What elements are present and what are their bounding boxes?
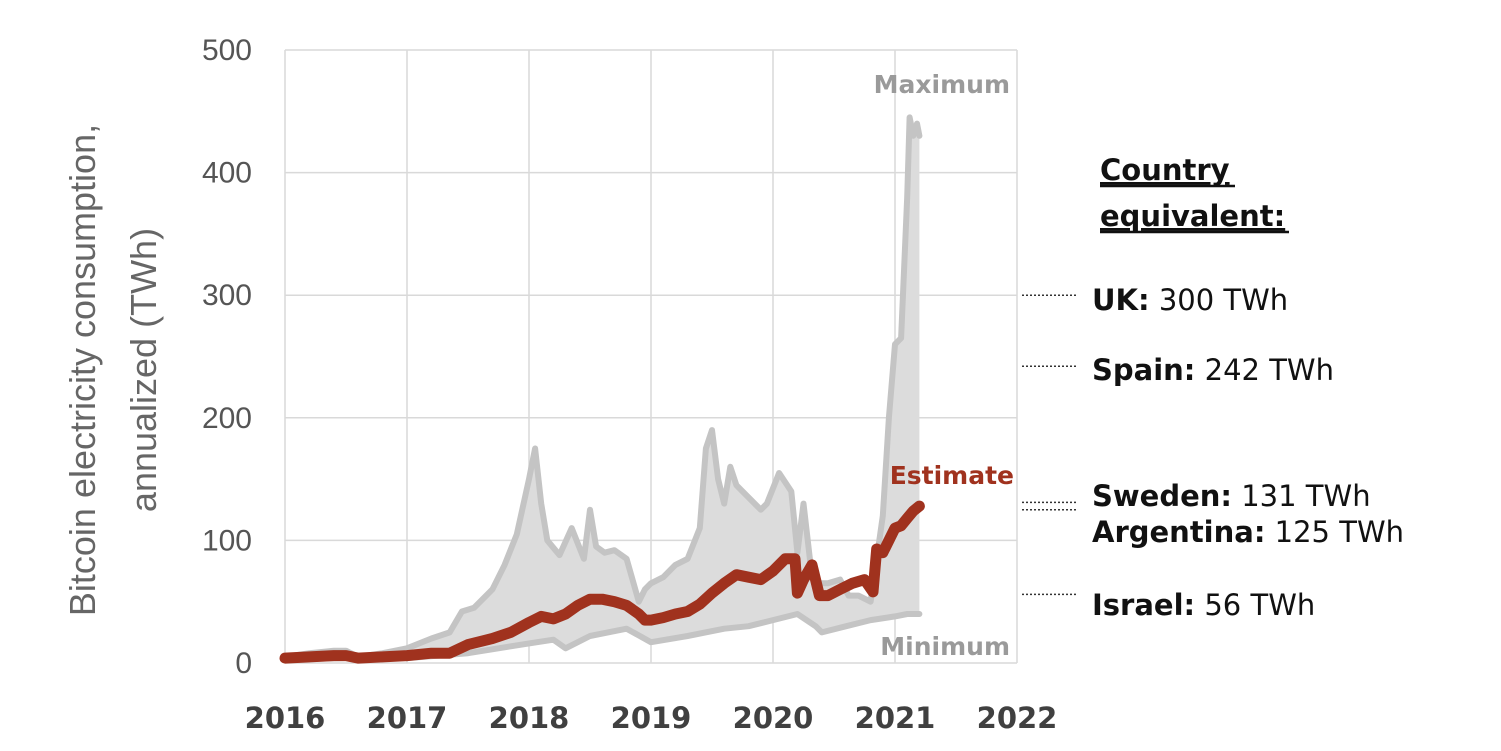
y-tick-label-300: 300 — [202, 279, 252, 312]
annotation-minimum: Minimum — [880, 632, 1010, 661]
min-max-band-fill — [285, 117, 920, 660]
series-annotations: Maximum Minimum Estimate — [874, 70, 1014, 661]
y-tick-label-400: 400 — [202, 157, 252, 190]
min-max-band — [285, 117, 920, 660]
x-tick-label-2022: 2022 — [977, 701, 1058, 735]
country-label-2: Sweden: 131 TWh — [1092, 479, 1371, 513]
annotation-maximum: Maximum — [874, 70, 1010, 99]
x-tick-label-2021: 2021 — [855, 701, 936, 735]
country-value-4: 56 TWh — [1195, 588, 1315, 622]
grid-lines — [284, 49, 1018, 664]
series-line-maximum — [282, 114, 923, 660]
country-value-1: 242 TWh — [1195, 353, 1334, 387]
country-name-1: Spain: — [1092, 353, 1195, 387]
series-line-estimate — [279, 500, 925, 664]
x-tick-label-2019: 2019 — [611, 701, 692, 735]
country-name-3: Argentina: — [1092, 515, 1265, 549]
country-label-1: Spain: 242 TWh — [1092, 353, 1334, 387]
y-tick-label-100: 100 — [202, 524, 252, 557]
country-header-line-2: equivalent: — [1100, 199, 1285, 233]
country-value-3: 125 TWh — [1265, 515, 1404, 549]
y-axis-label-group: Bitcoin electricity consumption, annualiz… — [62, 124, 164, 616]
series-lines — [279, 114, 925, 664]
country-name-4: Israel: — [1092, 588, 1195, 622]
series-line-minimum — [282, 611, 923, 663]
y-axis-label-line-2: annualized (TWh) — [123, 228, 164, 512]
x-tick-label-2018: 2018 — [489, 701, 570, 735]
country-equivalent-panel: Country equivalent: UK: 300 TWh Spain: 242 … — [1022, 153, 1404, 622]
x-axis-ticks: 2016 2017 2018 2019 2020 2021 2022 — [245, 701, 1058, 735]
country-name-0: UK: — [1092, 283, 1150, 317]
y-tick-label-200: 200 — [202, 402, 252, 435]
y-tick-label-0: 0 — [235, 647, 252, 680]
country-header-line-1: Country — [1100, 153, 1230, 187]
country-label-3: Argentina: 125 TWh — [1092, 515, 1404, 549]
y-tick-label-500: 500 — [202, 34, 252, 67]
y-axis-label: Bitcoin electricity consumption, annualiz… — [62, 124, 164, 616]
country-name-2: Sweden: — [1092, 479, 1232, 513]
annotation-estimate: Estimate — [890, 461, 1014, 490]
y-axis-ticks: 0 100 200 300 400 500 — [202, 34, 252, 680]
country-value-0: 300 TWh — [1150, 283, 1289, 317]
x-tick-label-2016: 2016 — [245, 701, 326, 735]
country-label-0: UK: 300 TWh — [1092, 283, 1288, 317]
x-tick-label-2017: 2017 — [367, 701, 448, 735]
country-value-2: 131 TWh — [1232, 479, 1371, 513]
y-axis-label-line-1: Bitcoin electricity consumption, — [62, 124, 103, 616]
country-label-4: Israel: 56 TWh — [1092, 588, 1315, 622]
x-tick-label-2020: 2020 — [733, 701, 814, 735]
